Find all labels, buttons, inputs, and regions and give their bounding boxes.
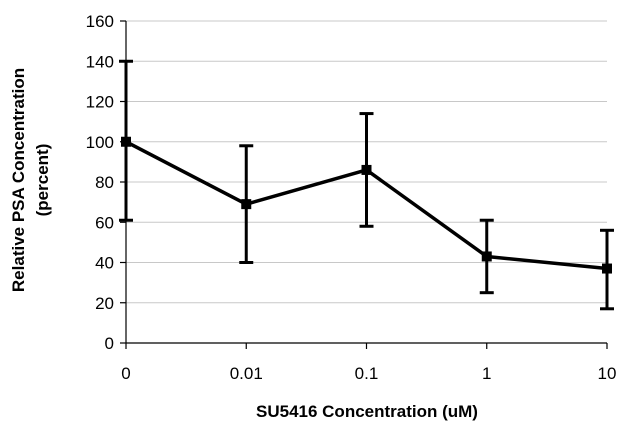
- data-series: [121, 136, 612, 274]
- y-tick-label: 60: [95, 213, 114, 232]
- data-point: [361, 164, 372, 175]
- y-axis-title-line2: (percent): [33, 144, 52, 217]
- y-axis-title-line1: Relative PSA Concentration: [9, 68, 28, 292]
- y-tick-label: 80: [95, 173, 114, 192]
- x-tick-label: 10: [598, 364, 617, 383]
- x-axis-title: SU5416 Concentration (uM): [256, 402, 478, 421]
- y-tick-label: 140: [86, 52, 114, 71]
- y-tick-label: 120: [86, 93, 114, 112]
- y-tick-label: 160: [86, 12, 114, 31]
- data-point: [241, 199, 252, 210]
- x-axis-ticks: 0 0.01 0.1 1 10: [121, 343, 616, 383]
- data-point: [481, 251, 492, 262]
- x-tick-label: 1: [482, 364, 491, 383]
- y-tick-label: 20: [95, 294, 114, 313]
- x-tick-label: 0.01: [230, 364, 263, 383]
- y-tick-label: 0: [105, 334, 114, 353]
- data-point: [121, 136, 131, 147]
- x-tick-label: 0: [121, 364, 130, 383]
- error-bars: [119, 59, 614, 311]
- y-tick-label: 100: [86, 133, 114, 152]
- x-tick-label: 0.1: [355, 364, 379, 383]
- y-axis-ticks: 0 20 40 60 80 100 120 140 160: [86, 12, 126, 353]
- y-tick-label: 40: [95, 254, 114, 273]
- data-point: [602, 263, 612, 274]
